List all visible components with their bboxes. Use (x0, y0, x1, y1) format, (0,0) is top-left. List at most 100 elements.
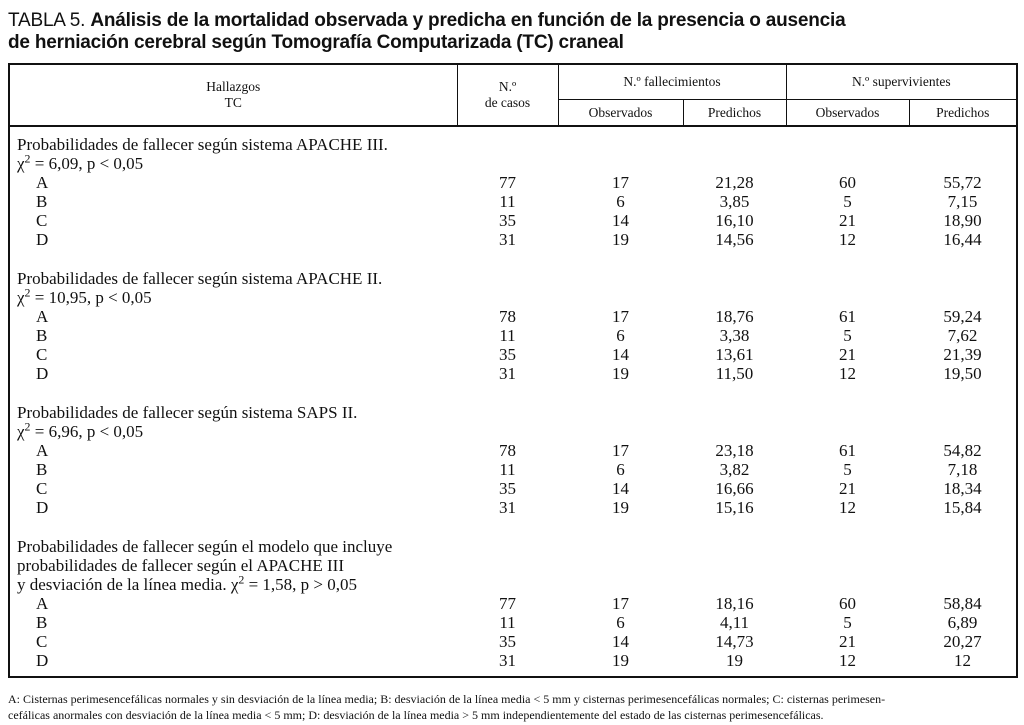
fallecimientos-predichos-cell: 3,38 (719, 326, 750, 345)
fallecimientos-observados-cell: 6 (616, 192, 625, 211)
spacer-cell (9, 126, 1017, 135)
casos-cell: 31 (499, 498, 516, 517)
row-label-cell: B (36, 613, 48, 632)
row-label-cell: A (36, 441, 49, 460)
fallecimientos-predichos-cell: 3,82 (719, 460, 750, 479)
supervivientes-predichos-cell: 7,62 (947, 326, 978, 345)
fallecimientos-observados-cell: 14 (612, 479, 629, 498)
footnote-line2: cefálicas anormales con desviación de la… (8, 708, 824, 722)
table-row: D 31 19 14,56 12 16,44 (9, 230, 1017, 249)
table-row: B 11 6 3,85 5 7,15 (9, 192, 1017, 211)
table-row: B 11 6 3,82 5 7,18 (9, 460, 1017, 479)
casos-cell: 78 (499, 441, 516, 460)
supervivientes-observados-cell: 21 (839, 632, 857, 651)
header-supervivientes-observados: Observados (786, 99, 910, 127)
row-label-cell: C (36, 479, 48, 498)
casos-cell: 11 (499, 192, 516, 211)
spacer-cell (9, 383, 1017, 403)
fallecimientos-predichos-cell: 21,28 (715, 173, 754, 192)
casos-cell: 31 (499, 364, 516, 383)
supervivientes-observados-cell: 21 (839, 479, 857, 498)
supervivientes-predichos-cell: 12 (954, 651, 972, 670)
supervivientes-predichos-cell: 7,15 (947, 192, 978, 211)
casos-cell: 35 (499, 345, 516, 364)
section-heading-row: Probabilidades de fallecer según sistema… (9, 403, 1017, 422)
supervivientes-observados-cell: 5 (843, 326, 852, 345)
spacer-cell (9, 249, 1017, 269)
casos-cell: 11 (499, 460, 516, 479)
row-label-cell: D (36, 230, 49, 249)
header-group-supervivientes: N.º supervivientes (786, 64, 1018, 100)
fallecimientos-observados-cell: 19 (612, 364, 629, 383)
section-heading-row: χ2 = 6,96, p < 0,05 (9, 420, 1017, 441)
row-label-cell: D (36, 651, 49, 670)
fallecimientos-predichos-cell: 23,18 (715, 441, 754, 460)
casos-cell: 78 (499, 307, 516, 326)
fallecimientos-predichos-cell: 14,73 (715, 632, 754, 651)
fallecimientos-observados-cell: 19 (612, 651, 629, 670)
spacer-cell (9, 670, 1017, 677)
table-body: Probabilidades de fallecer según sistema… (9, 126, 1017, 677)
supervivientes-predichos-cell: 18,34 (943, 479, 982, 498)
row-label-cell: C (36, 632, 48, 651)
body-bottom-spacer (9, 670, 1017, 677)
section-heading-text: χ2 = 10,95, p < 0,05 (17, 285, 152, 307)
title-text-line2: de herniación cerebral según Tomografía … (8, 32, 624, 53)
table-number-label: TABLA 5. (8, 10, 86, 31)
section-heading-row: Probabilidades de fallecer según el mode… (9, 537, 1017, 556)
fallecimientos-observados-cell: 17 (612, 307, 629, 326)
table-row: D 31 19 15,16 12 15,84 (9, 498, 1017, 517)
supervivientes-predichos-cell: 18,90 (943, 211, 982, 230)
fallecimientos-observados-cell: 14 (612, 632, 629, 651)
supervivientes-observados-cell: 12 (839, 230, 857, 249)
fallecimientos-predichos-cell: 13,61 (715, 345, 754, 364)
fallecimientos-predichos-cell: 3,85 (719, 192, 750, 211)
supervivientes-observados-cell: 5 (843, 613, 852, 632)
supervivientes-predichos-cell: 55,72 (943, 173, 982, 192)
fallecimientos-predichos-cell: 4,11 (719, 613, 750, 632)
supervivientes-observados-cell: 61 (839, 441, 857, 460)
fallecimientos-observados-cell: 17 (612, 441, 629, 460)
title-line-1: TABLA 5. Análisis de la mortalidad obser… (8, 10, 1016, 32)
header-casos-line1: N.º (498, 79, 517, 94)
supervivientes-observados-cell: 12 (839, 651, 857, 670)
row-label-cell: D (36, 498, 49, 517)
supervivientes-observados-cell: 21 (839, 211, 857, 230)
supervivientes-observados-cell: 61 (839, 307, 857, 326)
header-fallecimientos-predichos: Predichos (683, 99, 787, 127)
section-heading-row: χ2 = 6,09, p < 0,05 (9, 152, 1017, 173)
section-heading-text: Probabilidades de fallecer según sistema… (17, 269, 383, 288)
table-row: C 35 14 16,66 21 18,34 (9, 479, 1017, 498)
supervivientes-observados-cell: 5 (843, 192, 852, 211)
section-spacer (9, 249, 1017, 269)
header-fallecimientos-observados: Observados (558, 99, 684, 127)
section-heading-text: y desviación de la línea media. χ2 = 1,5… (17, 572, 358, 594)
row-label-cell: B (36, 460, 48, 479)
row-label-cell: A (36, 307, 49, 326)
table-row: D 31 19 11,50 12 19,50 (9, 364, 1017, 383)
supervivientes-predichos-cell: 54,82 (943, 441, 982, 460)
header-hallazgos-line1: Hallazgos (206, 79, 261, 94)
supervivientes-predichos-cell: 6,89 (947, 613, 978, 632)
casos-cell: 11 (499, 613, 516, 632)
fallecimientos-observados-cell: 6 (616, 326, 625, 345)
header-hallazgos-tc: Hallazgos TC (9, 64, 458, 127)
table-title: TABLA 5. Análisis de la mortalidad obser… (8, 10, 1016, 54)
fallecimientos-observados-cell: 6 (616, 460, 625, 479)
row-label-cell: C (36, 345, 48, 364)
fallecimientos-predichos-cell: 19 (726, 651, 743, 670)
table-header: Hallazgos TC N.º de casos N.º fallecimie… (9, 64, 1018, 127)
row-label-cell: D (36, 364, 49, 383)
fallecimientos-observados-cell: 14 (612, 345, 629, 364)
section-heading-row: y desviación de la línea media. χ2 = 1,5… (9, 572, 1017, 594)
row-label-cell: C (36, 211, 48, 230)
table-row: C 35 14 14,73 21 20,27 (9, 632, 1017, 651)
row-label-cell: B (36, 192, 48, 211)
casos-cell: 35 (499, 479, 516, 498)
supervivientes-predichos-cell: 19,50 (943, 364, 982, 383)
casos-cell: 31 (499, 651, 516, 670)
body-top-spacer (9, 126, 1017, 135)
fallecimientos-observados-cell: 19 (612, 230, 629, 249)
fallecimientos-predichos-cell: 18,16 (715, 594, 754, 613)
supervivientes-predichos-cell: 7,18 (947, 460, 978, 479)
